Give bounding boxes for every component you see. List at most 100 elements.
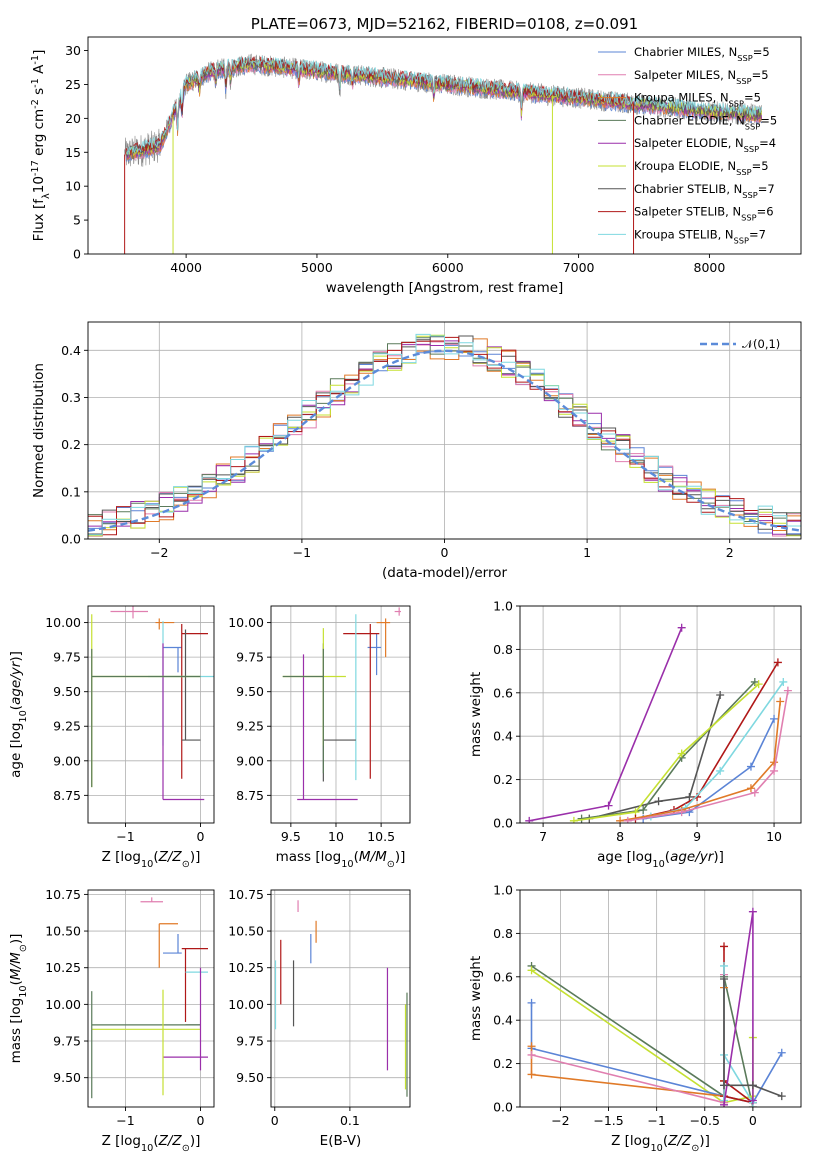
x-tick-label: 0 <box>197 829 205 844</box>
errorbar-point <box>140 897 163 903</box>
plus-marker <box>677 749 686 758</box>
legend-label: Chabrier ELODIE, NSSP=5 <box>634 113 777 131</box>
y-tick-label: 5 <box>73 213 81 228</box>
plus-marker <box>654 797 663 806</box>
axes-frame <box>270 605 411 824</box>
plot-spectrum: 4000 5000 6000 7000 8000 0 5 10 15 20 25 30 waveleng… <box>30 15 802 296</box>
y-tick-label: 10.75 <box>228 887 264 902</box>
y-tick-label: 10.00 <box>228 615 264 630</box>
legend-label: Salpeter ELODIE, NSSP=4 <box>634 136 776 154</box>
y-tick-label: 15 <box>65 145 81 160</box>
y-tick-label: 0.8 <box>493 642 513 657</box>
plus-marker <box>677 623 686 632</box>
plus-marker <box>779 677 788 686</box>
y-tick-label: 10.25 <box>45 960 81 975</box>
y-tick-label: 0.0 <box>61 532 81 547</box>
hist-kroupa-miles <box>88 338 801 531</box>
weight-line-salpeter-elodie <box>529 627 683 822</box>
y-tick-label: 0.2 <box>493 1056 513 1071</box>
weight-line-kroupa-elodie <box>573 683 760 822</box>
axes-frame <box>87 605 215 824</box>
plus-marker <box>773 658 782 667</box>
x-tick-label: −0.5 <box>690 1113 720 1128</box>
x-tick-label: −1 <box>116 1113 134 1128</box>
legend-label: 𝒩(0,1) <box>742 337 780 351</box>
axes-frame <box>519 605 802 824</box>
errorbar-point <box>158 923 178 968</box>
plus-marker <box>639 805 648 814</box>
x-tick-label: 9 <box>693 829 701 844</box>
x-axis-label: (data-model)/error <box>382 565 508 581</box>
y-tick-label: 9.50 <box>53 684 81 699</box>
x-tick-label: −1 <box>647 1113 665 1128</box>
plus-marker <box>685 792 694 801</box>
legend-label: Kroupa STELIB, NSSP=7 <box>634 227 766 245</box>
x-tick-label: 8 <box>616 829 624 844</box>
weight-line-kroupa-stelib <box>650 681 784 818</box>
y-tick-label: 9.75 <box>236 1034 264 1049</box>
errorbar-point <box>91 648 201 788</box>
x-tick-label: 0 <box>197 1113 205 1128</box>
plus-marker <box>525 816 534 823</box>
y-tick-label: 0.8 <box>493 926 513 941</box>
x-tick-label: −1 <box>293 545 311 560</box>
plus-marker <box>777 1092 786 1101</box>
x-tick-label: −1.5 <box>593 1113 623 1128</box>
plus-marker <box>527 966 536 975</box>
y-tick-label: 0.4 <box>493 1013 513 1028</box>
x-axis-label: Z [log10(Z/Z⊙)] <box>611 1133 710 1154</box>
errorbar-point <box>367 633 382 676</box>
plus-marker <box>770 766 779 775</box>
axes-frame <box>519 889 802 1108</box>
weight-line-salpeter-elodie <box>723 911 754 1105</box>
y-axis-label: mass weight <box>468 672 484 757</box>
y-axis-label: age [log10(age/yr)] <box>8 651 29 778</box>
y-tick-label: 0.4 <box>493 729 513 744</box>
y-tick-label: 9.25 <box>53 719 81 734</box>
axes-frame <box>270 889 411 1108</box>
y-tick-label: 9.75 <box>53 650 81 665</box>
plus-marker <box>783 686 792 695</box>
plus-marker <box>770 758 779 767</box>
errorbar-point <box>282 628 346 746</box>
plus-marker <box>720 942 729 951</box>
x-axis-label: Z [log10(Z/Z⊙)] <box>102 1133 201 1154</box>
y-tick-label: 10.25 <box>228 960 264 975</box>
errorbar-point <box>181 623 208 779</box>
plot-age-vs-mass: 9.5 10 10.5 8.75 9.00 9.25 9.50 9.75 10.00 mass [… <box>228 605 411 870</box>
y-tick-label: 10.00 <box>45 997 81 1012</box>
plus-marker <box>623 816 632 823</box>
plus-marker <box>746 762 755 771</box>
x-tick-label: 0 <box>271 1113 279 1128</box>
plot-mass-vs-Z: −1 0 9.50 9.75 10.00 10.25 10.50 10.75 Z [log10(… <box>8 887 215 1154</box>
x-tick-label: 10 <box>328 829 344 844</box>
y-tick-label: 0.3 <box>61 390 81 405</box>
x-tick-label: 7000 <box>563 260 595 275</box>
y-tick-label: 0.2 <box>61 437 81 452</box>
y-tick-label: 10 <box>65 179 81 194</box>
y-tick-label: 0.2 <box>493 772 513 787</box>
weight-line-chabrier-elodie <box>581 681 756 820</box>
axes-frame <box>87 36 802 255</box>
x-axis-label: mass [log10(M/M⊙)] <box>276 849 406 870</box>
x-tick-label: 5000 <box>301 260 333 275</box>
weight-line-chabrier-stelib <box>723 979 783 1097</box>
x-tick-label: 4000 <box>170 260 202 275</box>
weight-line-chabrier-elodie <box>531 965 754 1107</box>
legend-label: Salpeter MILES, NSSP=5 <box>634 68 769 86</box>
plus-marker <box>750 788 759 797</box>
y-tick-label: 0.1 <box>61 484 81 499</box>
errorbar-point <box>297 654 358 801</box>
weight-line-kroupa-stelib <box>723 966 754 1104</box>
weight-line-chabrier-stelib <box>589 694 721 820</box>
weight-line-chabrier-miles <box>643 718 775 820</box>
plus-marker <box>604 801 613 810</box>
errorbar-point <box>394 607 401 616</box>
plus-marker <box>527 998 536 1007</box>
legend: Chabrier MILES, NSSP=5 Salpeter MILES, NS… <box>598 45 777 245</box>
y-tick-label: 0.6 <box>493 969 513 984</box>
legend-label: Salpeter STELIB, NSSP=6 <box>634 205 774 223</box>
plot-mass-vs-ebv: 0 0.1 9.50 9.75 10.00 10.25 10.50 10.75 E(B-V) <box>228 887 411 1149</box>
errorbar-point <box>343 623 380 779</box>
x-axis-label: age [log10(age/yr)] <box>597 849 724 870</box>
